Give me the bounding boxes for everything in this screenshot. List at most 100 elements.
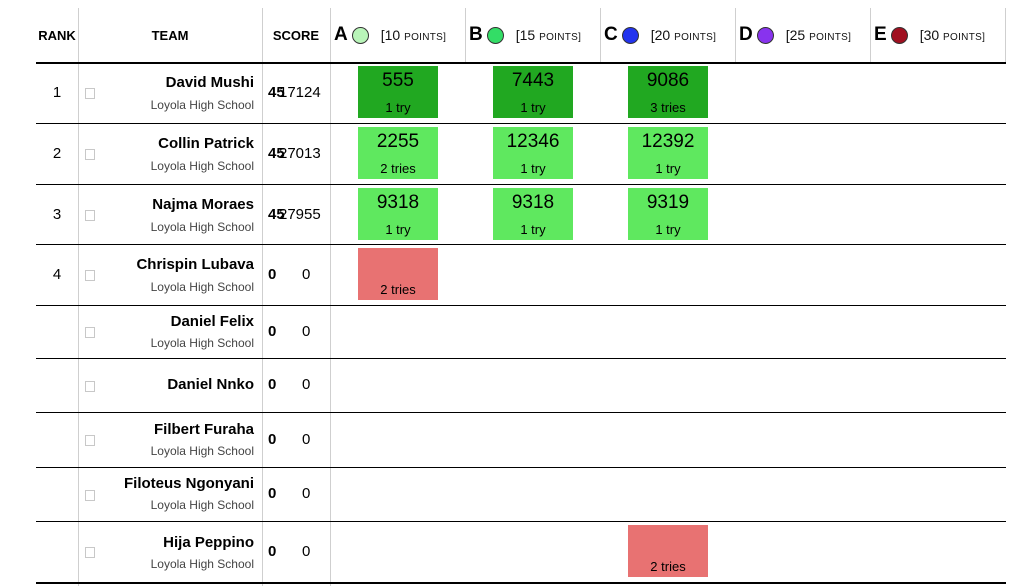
balloon-icon: [351, 26, 369, 44]
team-checkbox[interactable]: [85, 210, 95, 221]
cell-problem-b[interactable]: 7443 1 try: [493, 66, 573, 118]
cell-problem-c[interactable]: 2 tries: [628, 525, 708, 577]
header-rank: RANK: [38, 27, 76, 43]
rank-value: 3: [52, 206, 62, 223]
score-penalty: 0: [302, 376, 311, 393]
cell-problem-b[interactable]: 12346 1 try: [493, 127, 573, 179]
balloon-icon: [890, 26, 908, 44]
team-school: Loyola High School: [150, 336, 254, 350]
team-checkbox[interactable]: [85, 149, 95, 160]
table-row: Filbert Furaha Loyola High School 0 0: [36, 414, 1006, 467]
tries-count: 1 try: [520, 161, 546, 176]
problem-a-header[interactable]: A [10 POINTS]: [332, 8, 446, 62]
team-name: Daniel Felix: [170, 313, 254, 330]
team-name: Chrispin Lubava: [136, 256, 254, 273]
tries-count: 1 try: [655, 222, 681, 237]
column-divider: [870, 8, 871, 62]
problem-b-header[interactable]: B [15 POINTS]: [467, 8, 581, 62]
score-penalty: 17124: [279, 84, 321, 101]
tries-count: 1 try: [520, 100, 546, 115]
score-solved: 45: [268, 84, 285, 101]
score-solved: 0: [268, 266, 277, 283]
team-checkbox[interactable]: [85, 490, 95, 501]
header-divider: [36, 62, 1006, 64]
team-school: Loyola High School: [150, 220, 254, 234]
column-divider: [78, 8, 79, 586]
points-label: POINTS]: [809, 32, 852, 43]
problem-points: [25: [785, 27, 806, 43]
score-solved: 45: [268, 145, 285, 162]
table-row: Filoteus Ngonyani Loyola High School 0 0: [36, 469, 1006, 521]
tries-count: 1 try: [655, 161, 681, 176]
table-row: 2 Collin Patrick Loyola High School 45 2…: [36, 125, 1006, 184]
solve-time: 9319: [646, 192, 690, 213]
team-name: Collin Patrick: [158, 135, 254, 152]
cell-problem-c[interactable]: 9319 1 try: [628, 188, 708, 240]
row-divider: [36, 358, 1006, 359]
team-school: Loyola High School: [150, 444, 254, 458]
header-team: TEAM: [151, 27, 189, 43]
team-checkbox[interactable]: [85, 88, 95, 99]
problem-letter: A: [334, 24, 348, 45]
team-school: Loyola High School: [150, 498, 254, 512]
problem-e-header[interactable]: E [30 POINTS]: [872, 8, 985, 62]
team-name: Filbert Furaha: [153, 421, 254, 438]
rank-value: 2: [52, 145, 62, 162]
column-divider: [1005, 8, 1006, 62]
team-name: Hija Peppino: [163, 534, 254, 551]
solve-time: 7443: [511, 70, 555, 91]
problem-points: [20: [650, 27, 671, 43]
problem-letter: E: [874, 24, 887, 45]
problem-letter: D: [739, 24, 753, 45]
problem-c-header[interactable]: C [20 POINTS]: [602, 8, 716, 62]
cell-problem-a[interactable]: 2255 2 tries: [358, 127, 438, 179]
tries-count: 1 try: [385, 100, 411, 115]
row-divider: [36, 305, 1006, 306]
cell-problem-a[interactable]: 555 1 try: [358, 66, 438, 118]
points-label: POINTS]: [404, 32, 447, 43]
score-solved: 0: [268, 485, 277, 502]
solve-time: 2255: [376, 131, 420, 152]
row-divider: [36, 244, 1006, 245]
score-penalty: 0: [302, 485, 311, 502]
team-school: Loyola High School: [150, 280, 254, 294]
cell-problem-c[interactable]: 9086 3 tries: [628, 66, 708, 118]
cell-problem-a[interactable]: 2 tries: [358, 248, 438, 300]
balloon-icon: [486, 26, 504, 44]
scoreboard: RANK TEAM SCORE A [10 POINTS] B [15 POIN…: [36, 8, 1006, 586]
score-solved: 45: [268, 206, 285, 223]
score-penalty: 27013: [279, 145, 321, 162]
problem-points: [15: [515, 27, 536, 43]
problem-letter: B: [469, 24, 483, 45]
solve-time: 9318: [511, 192, 555, 213]
score-penalty: 0: [302, 266, 311, 283]
team-name: Filoteus Ngonyani: [123, 475, 254, 492]
row-divider: [36, 184, 1006, 185]
team-checkbox[interactable]: [85, 270, 95, 281]
tries-count: 2 tries: [650, 559, 686, 574]
row-divider: [36, 123, 1006, 124]
header-score: SCORE: [272, 27, 320, 43]
team-school: Loyola High School: [150, 557, 254, 571]
team-checkbox[interactable]: [85, 547, 95, 558]
table-row: 1 David Mushi Loyola High School 45 1712…: [36, 64, 1006, 123]
team-checkbox[interactable]: [85, 327, 95, 338]
rank-value: 4: [52, 266, 62, 283]
tries-count: 3 tries: [650, 100, 686, 115]
table-row: Daniel Nnko 0 0: [36, 360, 1006, 412]
score-penalty: 27955: [279, 206, 321, 223]
table-row: 4 Chrispin Lubava Loyola High School 0 0…: [36, 246, 1006, 305]
team-name: Najma Moraes: [152, 196, 254, 213]
team-name: Daniel Nnko: [167, 376, 254, 393]
cell-problem-a[interactable]: 9318 1 try: [358, 188, 438, 240]
tries-count: 1 try: [385, 222, 411, 237]
cell-problem-b[interactable]: 9318 1 try: [493, 188, 573, 240]
row-divider: [36, 412, 1006, 413]
team-checkbox[interactable]: [85, 381, 95, 392]
problem-d-header[interactable]: D [25 POINTS]: [737, 8, 851, 62]
team-checkbox[interactable]: [85, 435, 95, 446]
cell-problem-c[interactable]: 12392 1 try: [628, 127, 708, 179]
problem-points: [10: [380, 27, 401, 43]
points-label: POINTS]: [539, 32, 582, 43]
tries-count: 2 tries: [380, 282, 416, 297]
